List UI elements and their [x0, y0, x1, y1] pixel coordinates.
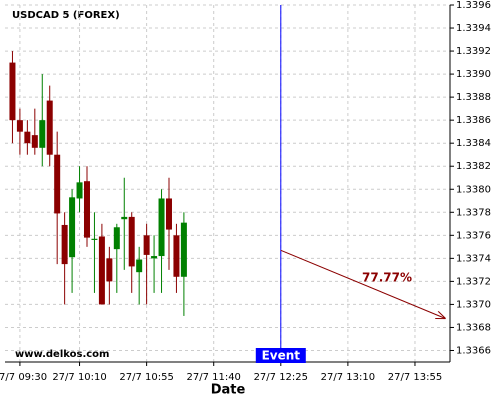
candle-body [9, 62, 16, 121]
y-tick-label: 1.3392 [456, 46, 491, 57]
candle-body [54, 154, 61, 214]
watermark: www.delkos.com [15, 349, 109, 360]
y-tick-label: 1.3378 [456, 207, 491, 218]
forecast-arrow [280, 249, 445, 318]
candle-body [173, 235, 180, 277]
y-tick-label: 1.3368 [456, 322, 491, 333]
y-tick-label: 1.3380 [456, 184, 491, 195]
y-tick-label: 1.3376 [456, 230, 491, 241]
forecast-label: 77.77% [362, 271, 412, 285]
x-tick-label: 27/7 13:10 [321, 372, 375, 383]
x-axis-label: Date [211, 383, 246, 398]
y-tick-label: 1.3396 [456, 0, 491, 11]
y-tick-label: 1.3372 [456, 276, 491, 287]
candle-body [91, 238, 98, 240]
candle-body [31, 135, 38, 148]
candle-body [121, 216, 128, 220]
y-tick-label: 1.3374 [456, 253, 491, 264]
y-tick-label: 1.3382 [456, 161, 491, 172]
x-tick-label: 27/7 10:10 [52, 372, 106, 383]
candle-body [83, 181, 90, 238]
candle-body [69, 197, 76, 258]
x-tick-label: 27/7 09:30 [0, 372, 47, 383]
x-tick-label: 27/7 11:40 [186, 372, 240, 383]
event-label: Event [262, 349, 301, 363]
candle-body [180, 222, 187, 277]
candle-body [151, 256, 158, 259]
candle-body [46, 100, 53, 155]
y-tick-label: 1.3388 [456, 92, 491, 103]
candle-body [39, 120, 46, 148]
candle-body [24, 131, 31, 144]
candle-body [128, 216, 135, 267]
x-tick-label: 27/7 13:55 [388, 372, 442, 383]
event-label-box [255, 348, 306, 363]
y-tick-label: 1.3394 [456, 23, 491, 34]
x-tick-label: 27/7 12:25 [254, 372, 308, 383]
candle-body [61, 224, 68, 265]
candle-body [98, 236, 105, 305]
y-tick-label: 1.3384 [456, 138, 491, 149]
candle-body [136, 259, 143, 273]
candle-body [106, 258, 113, 282]
candle-body [113, 227, 120, 250]
y-tick-label: 1.3390 [456, 69, 491, 80]
candle-body [76, 182, 83, 199]
y-tick-label: 1.3386 [456, 115, 491, 126]
chart-title: USDCAD 5 (FOREX) [12, 10, 120, 21]
candle-body [165, 198, 172, 230]
candle-body [158, 198, 165, 257]
y-tick-label: 1.3370 [456, 299, 491, 310]
candle-body [16, 120, 23, 132]
x-tick-label: 27/7 10:55 [119, 372, 173, 383]
candle-body [143, 235, 150, 255]
y-tick-label: 1.3366 [456, 345, 491, 356]
